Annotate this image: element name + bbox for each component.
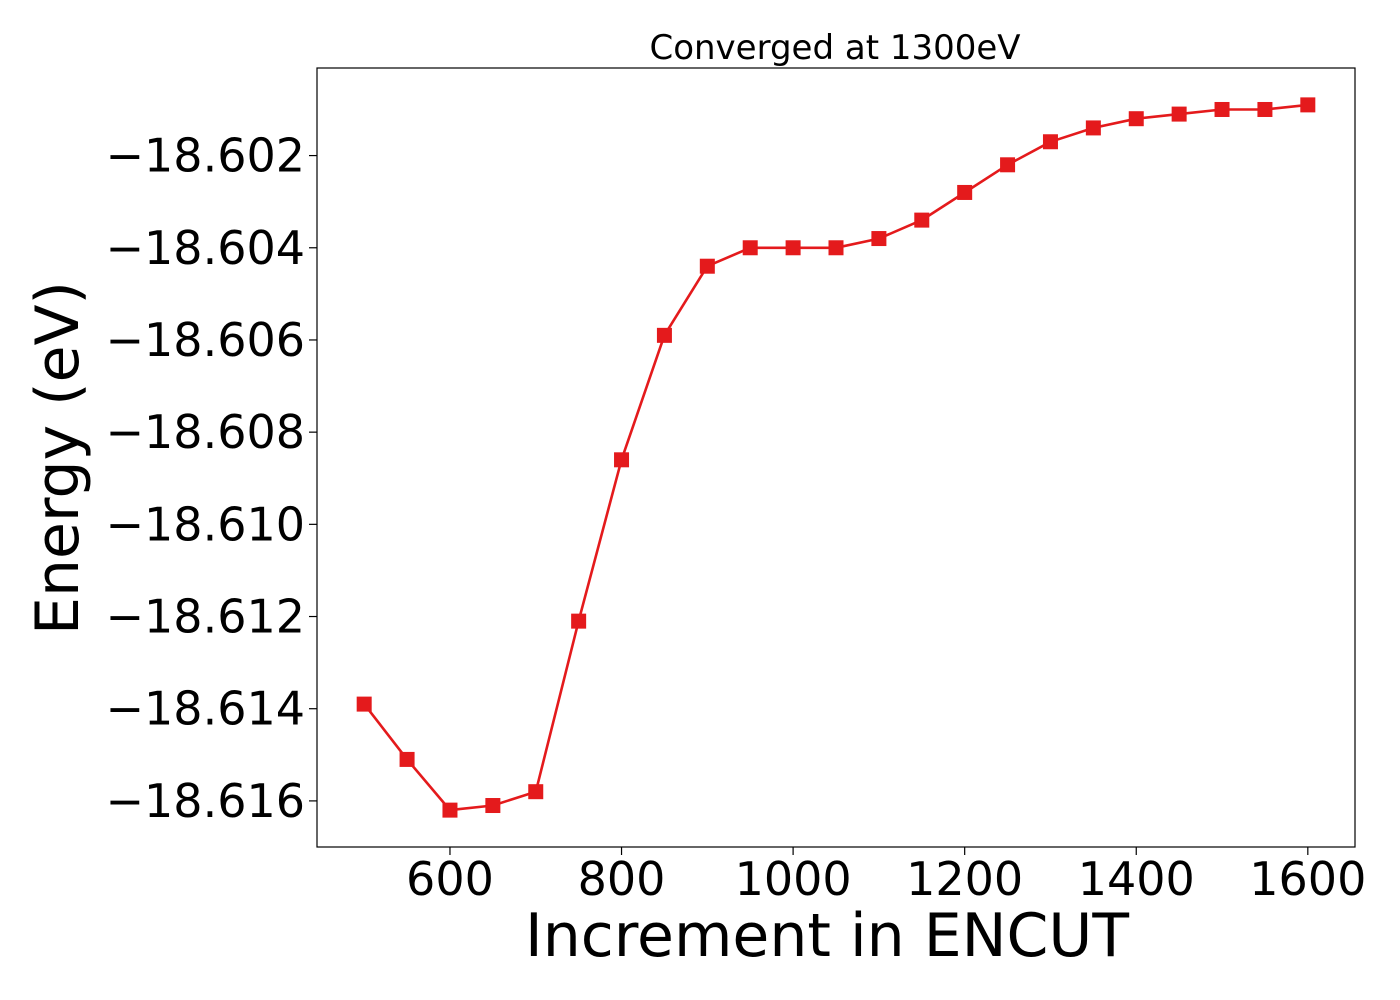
data-point-marker (1085, 120, 1101, 136)
data-point-marker (957, 184, 973, 200)
data-point-marker (528, 784, 544, 800)
y-tick-label: −18.612 (106, 590, 306, 644)
data-point-marker (656, 327, 672, 343)
x-tick-label: 1000 (735, 852, 852, 906)
data-point-marker (1171, 106, 1187, 122)
data-point-marker (1042, 134, 1058, 150)
x-tick-label: 1400 (1078, 852, 1195, 906)
data-point-marker (742, 240, 758, 256)
x-axis-label: Increment in ENCUT (525, 901, 1129, 971)
y-tick-label: −18.604 (106, 221, 306, 275)
data-point-marker (1128, 111, 1144, 127)
y-axis-ticks: −18.616 −18.614 −18.612 −18.610 −18.608 −18.6… (106, 129, 317, 828)
data-point-marker (571, 613, 587, 629)
data-point-marker (614, 452, 630, 468)
y-tick-label: −18.616 (106, 774, 306, 828)
x-axis-ticks: 600 800 1000 1200 1400 1600 (406, 847, 1366, 906)
x-tick-label: 600 (406, 852, 494, 906)
data-point-marker (399, 751, 415, 767)
data-point-marker (914, 212, 930, 228)
data-point-marker (699, 258, 715, 274)
plot-frame (316, 67, 1356, 848)
data-point-marker (828, 240, 844, 256)
chart-title: Converged at 1300eV (649, 28, 1020, 68)
y-tick-label: −18.614 (106, 682, 306, 736)
data-point-marker (485, 798, 501, 814)
y-axis-label: Energy (eV) (23, 281, 93, 635)
x-tick-label: 1600 (1249, 852, 1366, 906)
y-tick-label: −18.606 (106, 313, 306, 367)
data-point-marker (442, 802, 458, 818)
y-tick-label: −18.602 (106, 129, 306, 183)
data-point-marker (1300, 97, 1316, 113)
data-point-marker (871, 231, 887, 247)
y-tick-label: −18.610 (106, 497, 306, 551)
y-tick-label: −18.608 (106, 405, 306, 459)
data-point-marker (356, 696, 372, 712)
series-line (363, 103, 1308, 812)
data-point-marker (785, 240, 801, 256)
x-tick-label: 800 (578, 852, 666, 906)
data-point-marker (1214, 101, 1230, 117)
x-tick-label: 1200 (906, 852, 1023, 906)
data-point-marker (1000, 157, 1016, 173)
data-point-marker (1257, 101, 1273, 117)
series-layer (356, 97, 1316, 818)
